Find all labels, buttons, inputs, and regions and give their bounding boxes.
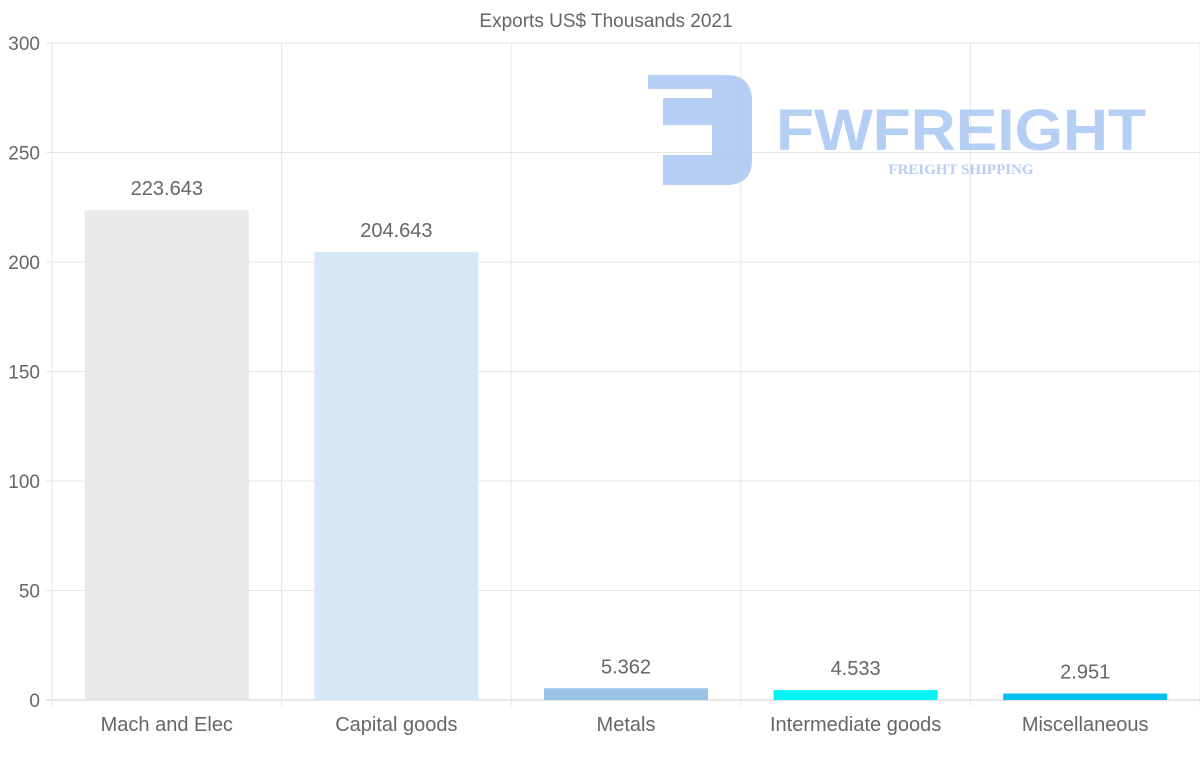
x-tick-label: Mach and Elec bbox=[101, 714, 233, 736]
y-tick-label: 150 bbox=[8, 363, 40, 384]
y-tick-label: 200 bbox=[8, 253, 40, 274]
y-tick-label: 300 bbox=[8, 34, 40, 55]
logo-mark-icon bbox=[648, 75, 752, 185]
y-tick-label: 100 bbox=[8, 472, 40, 493]
x-tick-label: Metals bbox=[597, 714, 656, 736]
y-axis: 0 50 100 150 200 250 300 bbox=[8, 34, 40, 712]
bar bbox=[773, 690, 938, 700]
x-tick-label: Capital goods bbox=[335, 714, 457, 736]
bar-value-label: 2.951 bbox=[1060, 662, 1110, 684]
bars: 223.643 204.643 5.362 4.533 2.951 bbox=[84, 178, 1168, 700]
bar-value-label: 223.643 bbox=[131, 178, 203, 200]
y-tick-label: 0 bbox=[29, 691, 40, 712]
bar bbox=[314, 251, 479, 700]
logo-brand: FWFREIGHT bbox=[776, 98, 1146, 163]
bar bbox=[84, 210, 249, 700]
bar bbox=[544, 688, 708, 700]
logo-tagline: FREIGHT SHIPPING bbox=[888, 162, 1033, 178]
bar-value-label: 5.362 bbox=[601, 656, 651, 678]
x-axis: Mach and Elec Capital goods Metals Intermed… bbox=[101, 714, 1149, 736]
y-tick-label: 50 bbox=[19, 582, 40, 603]
bar bbox=[1003, 693, 1168, 700]
x-tick-label: Intermediate goods bbox=[770, 714, 941, 736]
watermark-logo: FWFREIGHT FREIGHT SHIPPING bbox=[648, 75, 1146, 185]
y-tick-label: 250 bbox=[8, 144, 40, 165]
x-tick-label: Miscellaneous bbox=[1022, 714, 1149, 736]
bar-value-label: 4.533 bbox=[831, 658, 881, 680]
chart-title: Exports US$ Thousands 2021 bbox=[479, 11, 732, 32]
bar-value-label: 204.643 bbox=[360, 220, 432, 242]
